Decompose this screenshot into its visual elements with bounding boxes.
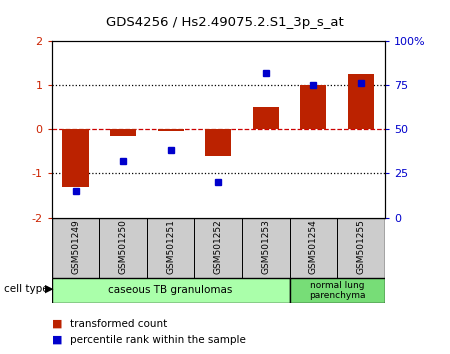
Bar — [52, 278, 290, 303]
Bar — [348, 74, 374, 129]
Bar — [99, 218, 147, 278]
Text: caseous TB granulomas: caseous TB granulomas — [108, 285, 233, 295]
Bar — [242, 218, 290, 278]
Bar — [110, 129, 136, 136]
Text: GSM501255: GSM501255 — [356, 219, 365, 274]
Text: GSM501253: GSM501253 — [261, 219, 270, 274]
Bar — [300, 85, 326, 129]
Bar — [158, 129, 184, 131]
Text: GSM501251: GSM501251 — [166, 219, 175, 274]
Text: GSM501250: GSM501250 — [119, 219, 128, 274]
Text: ▶: ▶ — [45, 284, 54, 293]
Bar — [194, 218, 242, 278]
Text: transformed count: transformed count — [70, 319, 167, 329]
Bar — [52, 218, 99, 278]
Text: percentile rank within the sample: percentile rank within the sample — [70, 335, 246, 345]
Bar — [205, 129, 231, 156]
Text: ■: ■ — [52, 319, 62, 329]
Text: cell type: cell type — [4, 284, 49, 293]
Text: normal lung
parenchyma: normal lung parenchyma — [309, 281, 365, 300]
Bar — [253, 107, 279, 129]
Text: GSM501252: GSM501252 — [214, 219, 223, 274]
Text: GDS4256 / Hs2.49075.2.S1_3p_s_at: GDS4256 / Hs2.49075.2.S1_3p_s_at — [106, 16, 344, 29]
Bar — [290, 278, 385, 303]
Bar — [63, 129, 89, 187]
Text: GSM501254: GSM501254 — [309, 219, 318, 274]
Bar — [290, 218, 337, 278]
Bar — [147, 218, 194, 278]
Text: GSM501249: GSM501249 — [71, 219, 80, 274]
Text: ■: ■ — [52, 335, 62, 345]
Bar — [337, 218, 385, 278]
